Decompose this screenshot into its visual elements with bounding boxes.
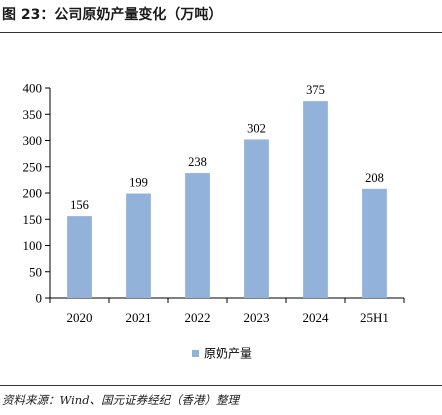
y-tick-label: 50: [29, 264, 42, 279]
x-tick-label: 2024: [303, 310, 330, 325]
bar-value-label: 238: [188, 155, 207, 169]
y-tick-label: 150: [23, 212, 43, 227]
y-tick-label: 400: [23, 81, 43, 96]
source-rule: [0, 385, 442, 386]
bar-value-label: 199: [129, 176, 148, 190]
legend: 原奶产量: [192, 347, 252, 361]
y-tick-label: 0: [36, 291, 43, 306]
bar: [126, 193, 151, 298]
y-tick-label: 350: [23, 107, 43, 122]
y-tick-label: 250: [23, 159, 43, 174]
y-tick-label: 200: [23, 186, 43, 201]
x-tick-label: 2023: [244, 310, 270, 325]
y-tick-label: 300: [23, 133, 43, 148]
y-tick-label: 100: [23, 238, 43, 253]
bar: [303, 101, 328, 298]
x-tick-label: 25H1: [360, 310, 389, 325]
bar-value-label: 375: [306, 83, 325, 97]
title-rule: [0, 32, 442, 33]
x-axis: 2020 2021 2022 2023 2024 25H1: [49, 297, 405, 325]
bar-value-label: 156: [70, 198, 89, 212]
bar-value-label: 302: [247, 121, 266, 135]
legend-label: 原奶产量: [204, 347, 252, 361]
bar-value-label: 208: [365, 171, 384, 185]
x-tick-label: 2022: [185, 310, 211, 325]
x-tick-label: 2020: [67, 310, 93, 325]
y-axis: 0 50 100 150 200 250 300 350 400: [23, 81, 51, 306]
source-note: 资料来源：Wind、国元证券经纪（香港）整理: [2, 393, 240, 407]
bar: [362, 188, 387, 298]
bars: [67, 101, 387, 298]
data-labels: 156 199 238 302 375 208: [70, 83, 384, 212]
x-tick-label: 2021: [126, 310, 152, 325]
figure-title: 图 23：公司原奶产量变化（万吨）: [2, 7, 223, 23]
bar: [244, 139, 269, 298]
legend-swatch: [192, 350, 199, 357]
bar: [67, 216, 92, 298]
bar: [185, 173, 210, 298]
